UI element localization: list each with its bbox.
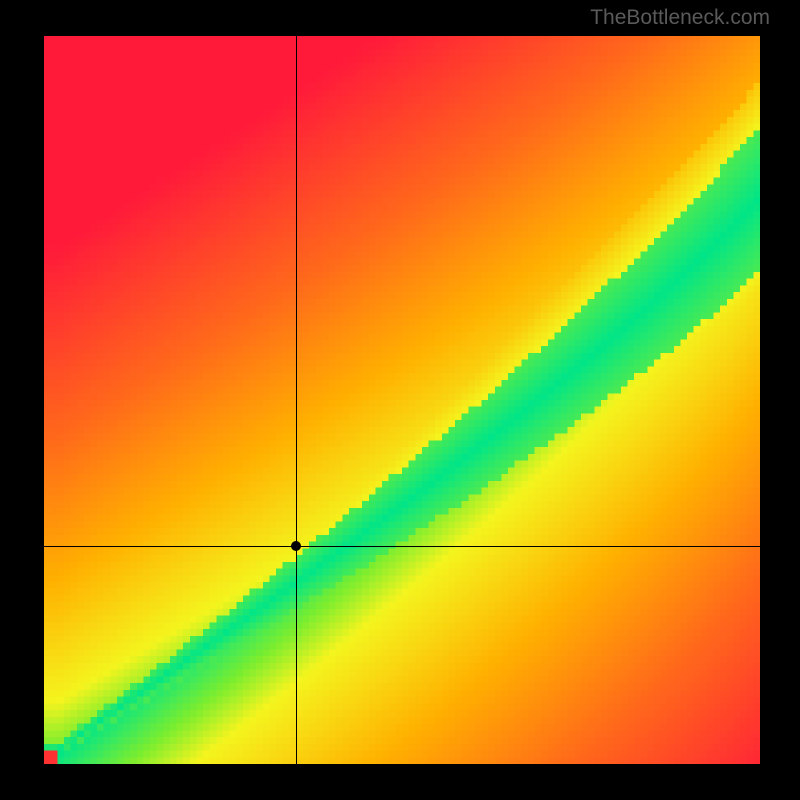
heatmap-canvas [44, 36, 760, 764]
crosshair-marker [291, 541, 301, 551]
crosshair-vertical [296, 36, 297, 764]
plot-area [44, 36, 760, 764]
crosshair-horizontal [44, 546, 760, 547]
watermark: TheBottleneck.com [590, 6, 770, 30]
